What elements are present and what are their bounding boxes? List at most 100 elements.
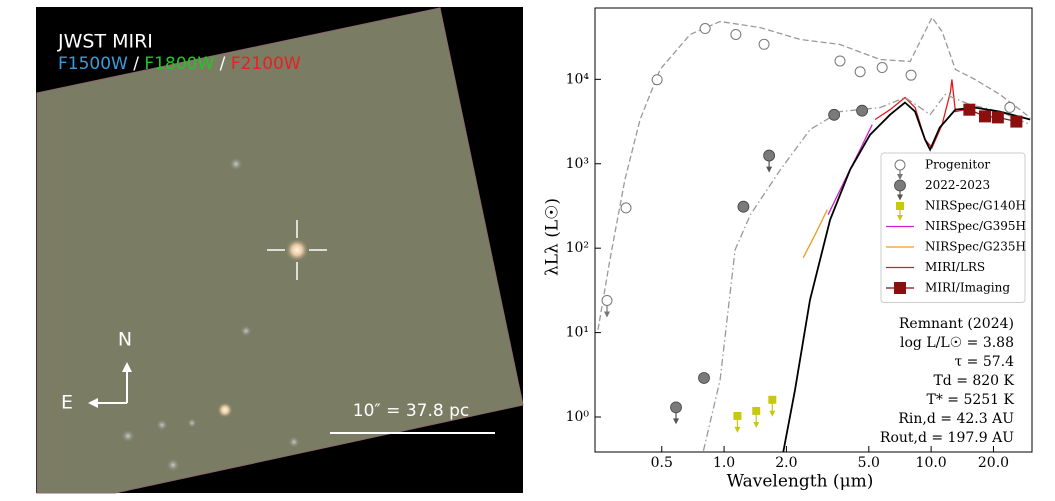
x-tick-label: 1.0 [713,455,735,471]
y-tick-label: 10⁰ [566,409,590,425]
x-axis-label: Wavelength (μm) [727,472,874,492]
series-line [802,209,828,259]
upper-limit-head [897,215,903,221]
filter-label: F2100W [231,54,301,74]
annotation: Rout,d = 197.9 AU [880,430,1014,446]
legend-swatch [896,202,904,210]
legend-entry: MIRI/Imaging [886,281,1010,295]
crosshair [267,220,327,280]
compass-east: E [61,392,73,414]
upper-limit-head [604,311,611,318]
y-tick-label: 10² [566,240,589,256]
legend-box [880,152,1026,303]
filter-label: F1500W [58,54,128,74]
annotation: Td = 820 K [933,373,1014,389]
legend-label: NIRSpec/G395H [925,219,1026,233]
legend-entry: NIRSpec/G235H [886,240,1026,254]
marker [651,74,663,86]
source [288,436,300,448]
marker [905,69,917,81]
compass [88,362,132,408]
target-source [285,238,309,262]
marker [834,55,846,67]
annotation: Rin,d = 42.3 AU [898,411,1014,427]
scale-label: 10″ = 37.8 pc [353,401,469,421]
x-tick-label: 0.5 [651,455,673,471]
source [187,418,197,428]
source [166,458,180,472]
upper-limit-head [897,174,903,180]
source [156,419,168,431]
annotation: log L/L☉ = 3.88 [900,335,1014,351]
annotation: τ = 57.4 [954,354,1014,370]
marker [876,62,888,74]
legend-swatch [894,159,906,171]
y-tick-label: 10¹ [566,325,589,341]
y-axis-label: λLλ (L☉) [543,198,563,276]
marker [991,111,1004,124]
upper-limit-head [897,194,903,201]
filter-label: F1800W [144,54,214,74]
filter-labels: F1500W / F1800W / F2100W [58,54,301,74]
y-tick-label: 10⁴ [566,71,590,87]
separator: / [133,54,139,74]
upper-limit-head [673,418,680,425]
series-line [702,93,1031,452]
legend-label: Progenitor [925,158,990,172]
legend-entry: 2022-2023 [894,178,990,201]
marker [670,401,682,414]
upper-limit-head [766,166,773,173]
x-tick-label: 10.0 [916,455,947,471]
marker [758,38,770,50]
y-tick-label: 10³ [566,156,589,172]
marker [752,406,761,415]
legend-label: 2022-2023 [925,178,990,192]
marker [978,110,991,123]
legend-entry: Progenitor [894,158,990,180]
source [121,429,135,443]
plot-frame [594,7,1033,453]
annotation: T* = 5251 K [926,392,1014,408]
marker [699,23,711,35]
marker [620,202,632,214]
x-tick-label: 5.0 [858,455,880,471]
series-line [597,16,1031,330]
legend-label: NIRSpec/G235H [925,240,1026,254]
legend-swatch [894,282,906,294]
marker [856,104,868,117]
image-title: JWST MIRI [57,31,153,53]
plot-area [597,16,1031,452]
source [229,157,243,171]
marker [1010,115,1023,128]
marker [698,372,710,384]
marker [854,66,866,78]
marker [1004,101,1016,113]
legend-swatch [894,179,906,192]
annotation: Remnant (2024) [899,316,1014,332]
marker [730,28,742,40]
marker [763,149,776,162]
marker [733,411,742,420]
legend-label: NIRSpec/G140H [925,199,1026,213]
separator: / [220,54,226,74]
legend-label: MIRI/Imaging [925,281,1010,295]
series-connector [969,109,1017,123]
source [240,325,252,337]
legend-entry: MIRI/LRS [886,260,985,274]
x-tick-label: 20.0 [978,455,1009,471]
marker [737,200,750,213]
legend-entry: NIRSpec/G140H [896,199,1026,221]
image-panel: JWST MIRI F1500W / F1800W / F2100W N E 1… [36,7,524,494]
source [217,402,233,418]
legend-entry: NIRSpec/G395H [886,219,1026,233]
compass-north: N [118,329,132,351]
upper-limit-head [769,410,776,417]
upper-limit-head [753,421,760,428]
series-line [874,79,966,149]
marker [601,294,613,306]
sed-chart: λLλ (L☉) Wavelength (μm) 0.5 1.0 2.0 5.0 10.… [543,7,1033,492]
marker [828,108,841,121]
marker [963,103,976,116]
x-tick-label: 2.0 [775,455,797,471]
